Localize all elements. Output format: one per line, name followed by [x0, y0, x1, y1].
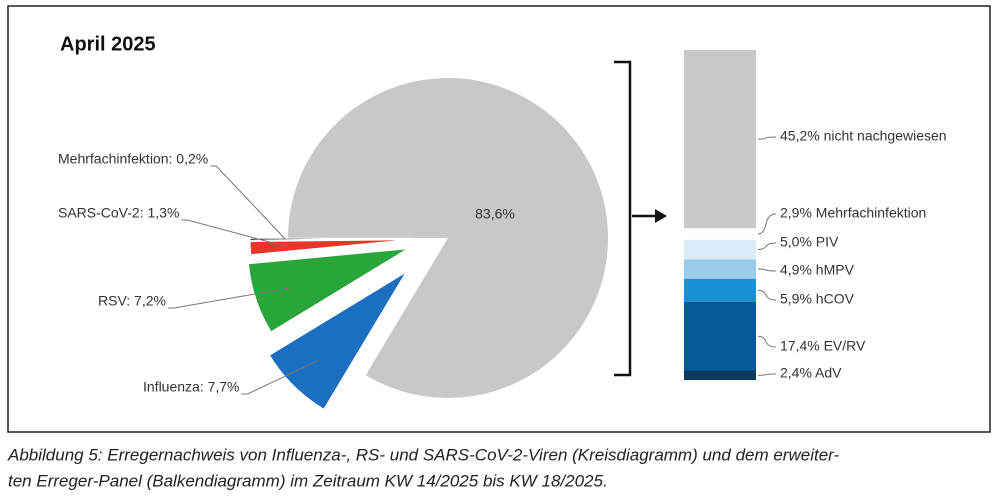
leader-line [757, 136, 777, 140]
bar-segment [684, 50, 756, 229]
bar-label: 5,0% PIV [780, 234, 839, 250]
slice-label: SARS-CoV-2: 1,3% [58, 205, 179, 221]
bar-label: 4,9% hMPV [780, 262, 855, 278]
chart-title: April 2025 [60, 33, 156, 55]
leader-line [241, 360, 319, 395]
bar-segment [684, 370, 756, 380]
slice-label: Influenza: 7,7% [143, 379, 240, 395]
pie-slice [247, 248, 408, 333]
pie-slice [249, 237, 411, 241]
leader-line [757, 213, 777, 235]
leader-line [757, 335, 777, 348]
leader-line [757, 289, 777, 301]
bar-label: 5,9% hCOV [780, 291, 855, 307]
leader-line [181, 219, 286, 247]
bar-label: 45,2% nicht nachgewiesen [780, 128, 947, 144]
frame [7, 5, 991, 433]
pie-slice [268, 271, 407, 410]
slice-label: Mehrfachinfektion: 0,2% [58, 151, 208, 167]
leader-line [757, 373, 777, 376]
arrow-head [655, 209, 667, 223]
bar-label: 2,4% AdV [780, 365, 842, 381]
slice-label: RSV: 7,2% [98, 293, 166, 309]
bar-segment [684, 278, 756, 302]
pie-slice [249, 239, 411, 256]
leader-line [757, 242, 777, 250]
bar-segment [684, 301, 756, 371]
caption: ten Erreger-Panel (Balkendiagramm) im Ze… [8, 471, 608, 490]
bar-segment [684, 228, 756, 240]
pie-slice [288, 78, 608, 398]
slice-label: 83,6% [475, 206, 515, 222]
bar-label: 2,9% Mehrfachinfektion [780, 205, 926, 221]
caption: Abbildung 5: Erregernachweis von Influen… [7, 445, 840, 464]
bracket [614, 60, 632, 377]
bar-label: 17,4% EV/RV [780, 338, 866, 354]
leader-line [210, 165, 286, 240]
bar-segment [684, 259, 756, 279]
leader-line [757, 268, 777, 272]
bar-segment [684, 239, 756, 260]
leader-line [167, 287, 290, 309]
